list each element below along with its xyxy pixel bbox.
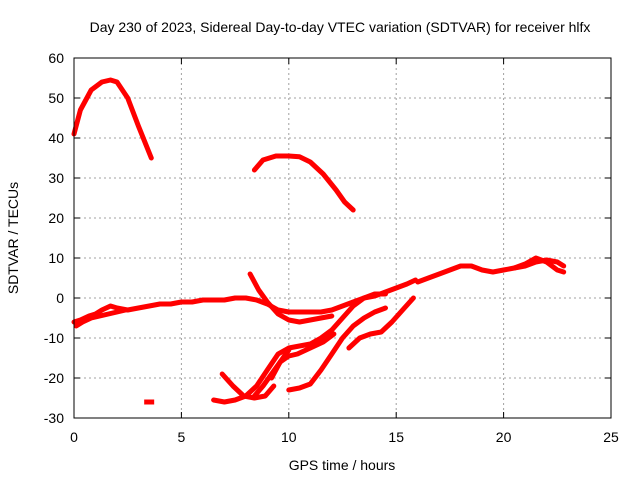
- series-arc-g: [511, 255, 567, 275]
- y-tick-label: 20: [48, 210, 64, 226]
- y-tick-label: 0: [56, 290, 64, 306]
- y-tick-label: 30: [48, 170, 64, 186]
- y-axis-title: SDTVAR / TECUs: [5, 182, 21, 294]
- series-arc-k: [286, 305, 388, 393]
- x-tick-label: 0: [70, 429, 78, 445]
- y-tick-label: -30: [44, 410, 64, 426]
- y-tick-label: -20: [44, 370, 64, 386]
- x-tick-label: 25: [603, 429, 619, 445]
- axis-ticks: 0 5 10 15 20 25 -30 -20 -10 0 10 20 30 40 50 60: [44, 50, 619, 445]
- plot-series: [71, 77, 567, 405]
- y-tick-label: 60: [48, 50, 64, 66]
- y-tick-label: 40: [48, 130, 64, 146]
- series-arc-i: [219, 371, 277, 401]
- series-arc-m: [269, 347, 292, 381]
- chart-title: Day 230 of 2023, Sidereal Day-to-day VTE…: [90, 19, 591, 35]
- series-arc-b: [251, 153, 356, 213]
- data-point: [144, 399, 155, 405]
- x-tick-label: 15: [388, 429, 404, 445]
- y-tick-label: 10: [48, 250, 64, 266]
- series-arc-j: [251, 331, 337, 399]
- series-arc-e: [247, 271, 335, 325]
- series-arc-f: [415, 257, 567, 285]
- plot-frame: [73, 57, 612, 419]
- x-axis-title: GPS time / hours: [289, 457, 396, 473]
- x-tick-label: 10: [281, 429, 297, 445]
- series-arc-a: [71, 77, 154, 161]
- y-tick-label: 50: [48, 90, 64, 106]
- y-tick-label: -10: [44, 330, 64, 346]
- x-tick-label: 20: [496, 429, 512, 445]
- series-arc-l: [346, 295, 416, 351]
- grid-lines: [74, 58, 611, 418]
- series-arc-d: [73, 307, 129, 329]
- x-tick-label: 5: [178, 429, 186, 445]
